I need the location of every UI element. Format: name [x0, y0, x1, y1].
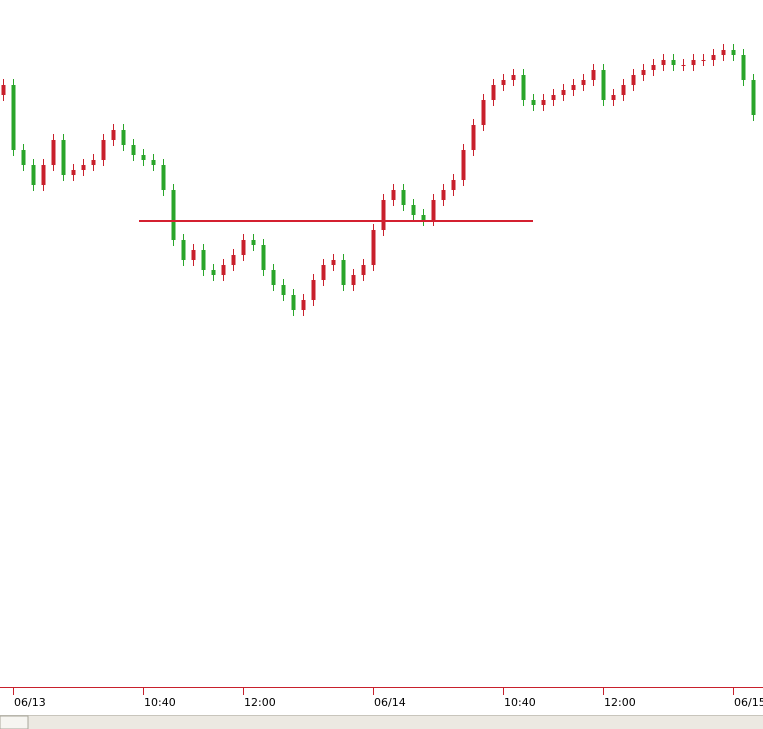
candle-body: [541, 100, 546, 105]
candle-body: [221, 265, 226, 275]
x-tick-label: 06/14: [374, 696, 406, 709]
candle-body: [171, 190, 176, 240]
candle-body: [661, 60, 666, 65]
candle-body: [151, 160, 156, 165]
candle-body: [21, 150, 26, 165]
candle-body: [701, 60, 706, 61]
candle-body: [621, 85, 626, 95]
candle-body: [211, 270, 216, 275]
candle-body: [191, 250, 196, 260]
candle-body: [91, 160, 96, 165]
candle-body: [351, 275, 356, 285]
candle-body: [431, 200, 436, 220]
candle-body: [251, 240, 256, 245]
candle-body: [231, 255, 236, 265]
candle-body: [341, 260, 346, 285]
candle-body: [711, 55, 716, 60]
candle-body: [521, 75, 526, 100]
candle-body: [271, 270, 276, 285]
candle-body: [481, 100, 486, 125]
x-tick-label: 12:00: [604, 696, 636, 709]
candle-body: [591, 70, 596, 80]
scrollbar[interactable]: [0, 715, 763, 729]
candle-body: [281, 285, 286, 295]
x-tick-label: 12:00: [244, 696, 276, 709]
candle-body: [511, 75, 516, 80]
candle-body: [751, 80, 756, 115]
candle-body: [691, 60, 696, 65]
candle-body: [331, 260, 336, 265]
candle-body: [611, 95, 616, 100]
scroll-thumb[interactable]: [0, 715, 29, 729]
candle-body: [461, 150, 466, 180]
candle-body: [111, 130, 116, 140]
candle-body: [11, 85, 16, 150]
x-tick-label: 10:40: [144, 696, 176, 709]
candle-body: [471, 125, 476, 150]
candle-body: [381, 200, 386, 230]
candle-body: [631, 75, 636, 85]
candle-body: [261, 245, 266, 270]
candle-body: [581, 80, 586, 85]
candle-body: [141, 155, 146, 160]
candle-body: [561, 90, 566, 95]
candle-body: [81, 165, 86, 170]
candle-body: [71, 170, 76, 175]
candle-body: [131, 145, 136, 155]
candle-body: [721, 50, 726, 55]
candle-body: [61, 140, 66, 175]
candle-body: [641, 70, 646, 75]
candle-body: [441, 190, 446, 200]
x-tick-label: 06/13: [14, 696, 46, 709]
candle-body: [571, 85, 576, 90]
candle-body: [311, 280, 316, 300]
candle-body: [161, 165, 166, 190]
candle-body: [371, 230, 376, 265]
candle-body: [181, 240, 186, 260]
candle-body: [421, 215, 426, 220]
candle-body: [491, 85, 496, 100]
candle-body: [31, 165, 36, 185]
candle-body: [681, 65, 686, 66]
x-tick-label: 06/15: [734, 696, 763, 709]
candle-body: [1, 85, 6, 95]
candle-body: [301, 300, 306, 310]
x-tick-label: 10:40: [504, 696, 536, 709]
candle-body: [651, 65, 656, 70]
candle-body: [361, 265, 366, 275]
candle-body: [401, 190, 406, 205]
candle-body: [501, 80, 506, 85]
candle-body: [121, 130, 126, 145]
candle-body: [531, 100, 536, 105]
candle-body: [601, 70, 606, 100]
candle-body: [451, 180, 456, 190]
candle-body: [41, 165, 46, 185]
candle-body: [391, 190, 396, 200]
candle-body: [671, 60, 676, 65]
candle-body: [551, 95, 556, 100]
candle-body: [201, 250, 206, 270]
candle-body: [321, 265, 326, 280]
candle-body: [741, 55, 746, 80]
candle-body: [731, 50, 736, 55]
candle-body: [411, 205, 416, 215]
candle-body: [101, 140, 106, 160]
candle-body: [241, 240, 246, 255]
candle-body: [291, 295, 296, 310]
candle-body: [51, 140, 56, 165]
